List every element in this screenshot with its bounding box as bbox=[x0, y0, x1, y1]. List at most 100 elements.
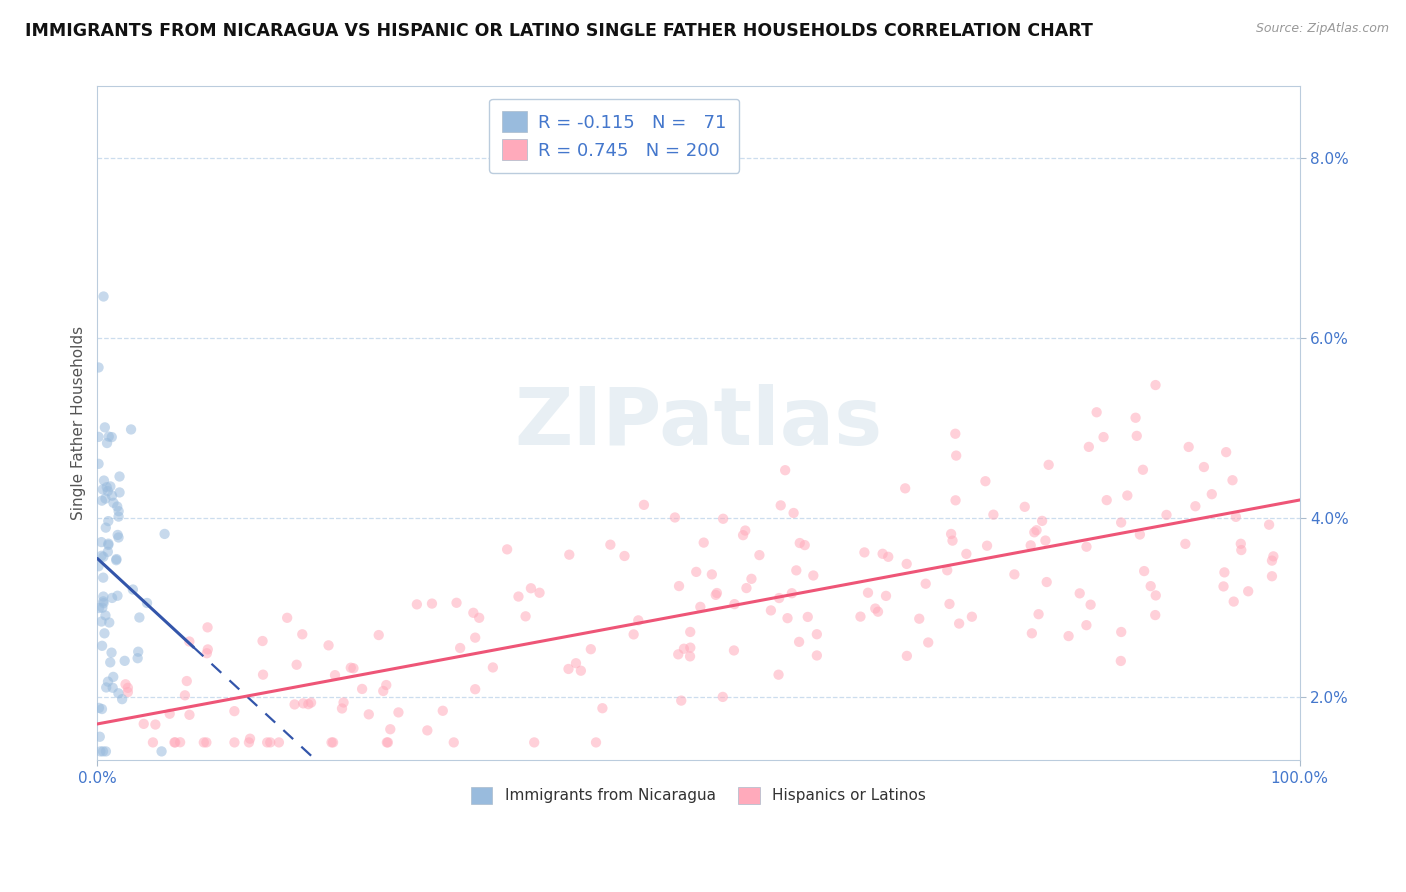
Point bbox=[97, 545, 120, 559]
Point bbox=[97, 429, 120, 443]
Point bbox=[1212, 579, 1234, 593]
Point bbox=[914, 576, 936, 591]
Point bbox=[945, 493, 967, 508]
Point bbox=[195, 646, 218, 660]
Point bbox=[945, 449, 967, 463]
Point bbox=[1213, 566, 1236, 580]
Point bbox=[291, 627, 314, 641]
Point bbox=[375, 678, 398, 692]
Point bbox=[464, 682, 486, 697]
Point bbox=[1019, 538, 1042, 552]
Point bbox=[877, 549, 900, 564]
Point bbox=[1229, 537, 1251, 551]
Point bbox=[1002, 567, 1025, 582]
Point bbox=[1080, 598, 1102, 612]
Point bbox=[723, 643, 745, 657]
Point bbox=[585, 735, 607, 749]
Point bbox=[128, 610, 150, 624]
Point bbox=[165, 735, 187, 749]
Point bbox=[557, 662, 579, 676]
Point bbox=[101, 681, 124, 695]
Legend: Immigrants from Nicaragua, Hispanics or Latinos: Immigrants from Nicaragua, Hispanics or … bbox=[461, 778, 935, 814]
Point bbox=[114, 654, 136, 668]
Point bbox=[145, 717, 167, 731]
Point bbox=[599, 538, 621, 552]
Y-axis label: Single Father Households: Single Father Households bbox=[72, 326, 86, 520]
Point bbox=[330, 701, 353, 715]
Point bbox=[733, 528, 755, 542]
Point bbox=[700, 567, 723, 582]
Point bbox=[87, 430, 110, 444]
Point bbox=[1095, 493, 1118, 508]
Point bbox=[1261, 554, 1284, 568]
Point bbox=[711, 512, 734, 526]
Point bbox=[1184, 500, 1206, 514]
Point bbox=[107, 528, 129, 542]
Point bbox=[938, 597, 960, 611]
Point bbox=[1125, 410, 1147, 425]
Point bbox=[943, 426, 966, 441]
Point bbox=[693, 535, 716, 549]
Point bbox=[711, 690, 734, 704]
Point bbox=[322, 735, 344, 749]
Point bbox=[464, 631, 486, 645]
Point bbox=[339, 661, 361, 675]
Point bbox=[1222, 594, 1244, 608]
Point bbox=[1109, 625, 1132, 640]
Point bbox=[865, 601, 887, 615]
Point bbox=[1035, 533, 1057, 548]
Point bbox=[806, 648, 828, 663]
Point bbox=[97, 538, 120, 552]
Point bbox=[127, 645, 149, 659]
Point bbox=[91, 639, 114, 653]
Point bbox=[87, 457, 110, 471]
Point bbox=[375, 735, 398, 749]
Point bbox=[96, 436, 118, 450]
Point bbox=[797, 610, 820, 624]
Point bbox=[1057, 629, 1080, 643]
Point bbox=[685, 565, 707, 579]
Point bbox=[117, 685, 139, 699]
Point bbox=[1144, 378, 1167, 392]
Point bbox=[91, 571, 114, 585]
Point bbox=[446, 596, 468, 610]
Point bbox=[856, 585, 879, 599]
Point bbox=[1144, 589, 1167, 603]
Point bbox=[91, 744, 114, 758]
Point bbox=[671, 693, 693, 707]
Point bbox=[367, 628, 389, 642]
Point bbox=[87, 559, 110, 574]
Point bbox=[1133, 564, 1156, 578]
Point bbox=[463, 606, 485, 620]
Point bbox=[93, 474, 115, 488]
Point bbox=[108, 469, 131, 483]
Point bbox=[252, 667, 274, 681]
Point bbox=[174, 689, 197, 703]
Text: ZIPatlas: ZIPatlas bbox=[515, 384, 883, 462]
Point bbox=[948, 616, 970, 631]
Point bbox=[107, 531, 129, 545]
Point bbox=[94, 521, 117, 535]
Point bbox=[748, 548, 770, 562]
Point bbox=[93, 626, 115, 640]
Point bbox=[127, 651, 149, 665]
Point bbox=[91, 600, 114, 615]
Point bbox=[352, 681, 374, 696]
Point bbox=[1028, 607, 1050, 622]
Point bbox=[276, 611, 298, 625]
Point bbox=[1077, 440, 1099, 454]
Point bbox=[806, 627, 828, 641]
Point bbox=[1201, 487, 1223, 501]
Point bbox=[1109, 516, 1132, 530]
Point bbox=[529, 586, 551, 600]
Point bbox=[1156, 508, 1178, 522]
Point bbox=[163, 735, 186, 749]
Point bbox=[1132, 463, 1154, 477]
Point bbox=[252, 634, 274, 648]
Point bbox=[668, 579, 690, 593]
Point bbox=[107, 686, 129, 700]
Point bbox=[159, 706, 181, 721]
Point bbox=[801, 568, 824, 582]
Point bbox=[91, 483, 114, 497]
Point bbox=[666, 648, 689, 662]
